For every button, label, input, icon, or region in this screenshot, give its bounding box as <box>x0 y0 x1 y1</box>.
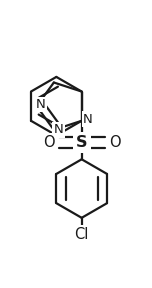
Text: S: S <box>76 135 87 150</box>
Text: O: O <box>109 135 121 150</box>
Text: Cl: Cl <box>74 227 89 242</box>
Text: O: O <box>43 135 54 150</box>
Text: N: N <box>54 123 63 136</box>
Text: N: N <box>36 98 45 111</box>
Text: N: N <box>83 113 93 126</box>
